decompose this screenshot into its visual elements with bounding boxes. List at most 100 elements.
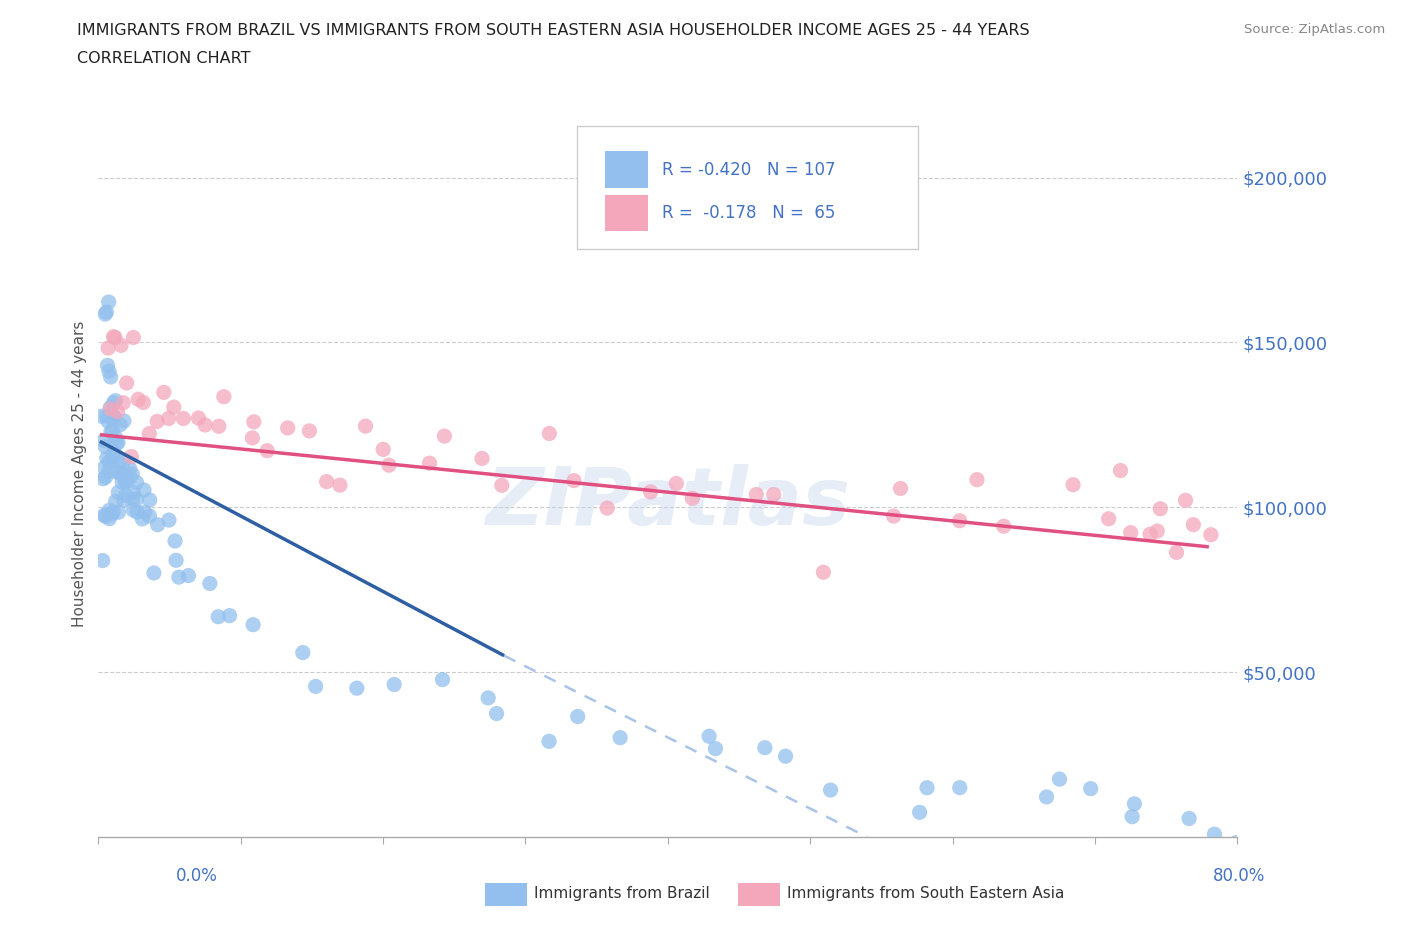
Point [108, 466, 131, 481]
Point [491, 478, 513, 493]
Point [127, 505, 149, 520]
Text: CORRELATION CHART: CORRELATION CHART [77, 51, 250, 66]
Point [142, 565, 165, 580]
Text: 80.0%: 80.0% [1213, 868, 1265, 885]
Point [122, 485, 145, 499]
Point [1049, 772, 1071, 787]
Point [94, 509, 117, 524]
Point [433, 429, 456, 444]
Point [100, 507, 122, 522]
Point [105, 436, 128, 451]
Point [1166, 545, 1188, 560]
Point [104, 330, 127, 345]
Point [471, 451, 494, 466]
Point [538, 426, 561, 441]
Point [432, 672, 454, 687]
Point [194, 418, 217, 432]
Text: IMMIGRANTS FROM BRAZIL VS IMMIGRANTS FROM SOUTH EASTERN ASIA HOUSEHOLDER INCOME : IMMIGRANTS FROM BRAZIL VS IMMIGRANTS FRO… [77, 23, 1031, 38]
Point [103, 329, 125, 344]
Point [93, 460, 115, 475]
Point [112, 455, 135, 470]
Point [111, 468, 134, 483]
Point [98, 503, 121, 518]
Point [115, 376, 138, 391]
Point [96, 305, 118, 320]
Point [1123, 796, 1146, 811]
Point [354, 418, 377, 433]
Point [118, 461, 141, 476]
Point [187, 410, 209, 425]
Point [94, 470, 117, 485]
Point [153, 385, 176, 400]
Point [291, 645, 314, 660]
Text: Immigrants from South Eastern Asia: Immigrants from South Eastern Asia [787, 886, 1064, 901]
Point [125, 492, 148, 507]
Text: Immigrants from Brazil: Immigrants from Brazil [534, 886, 710, 901]
Point [378, 458, 401, 472]
Point [477, 690, 499, 705]
Point [212, 390, 235, 405]
Point [101, 423, 124, 438]
Point [1174, 493, 1197, 508]
Point [775, 749, 797, 764]
Point [1121, 809, 1143, 824]
Point [915, 780, 938, 795]
Point [103, 410, 125, 425]
Point [346, 681, 368, 696]
Point [104, 494, 127, 509]
Point [177, 568, 200, 583]
Point [115, 474, 138, 489]
Point [110, 338, 132, 352]
Point [112, 493, 135, 508]
Point [883, 509, 905, 524]
Point [115, 471, 138, 485]
Text: R =  -0.178   N =  65: R = -0.178 N = 65 [662, 205, 835, 222]
Point [1182, 517, 1205, 532]
Point [107, 435, 129, 450]
Point [1225, 835, 1247, 850]
Text: Source: ZipAtlas.com: Source: ZipAtlas.com [1244, 23, 1385, 36]
Point [163, 534, 186, 549]
Point [1098, 512, 1121, 526]
Point [609, 730, 631, 745]
Point [207, 609, 229, 624]
Point [121, 467, 143, 482]
Point [114, 488, 136, 503]
Point [1080, 781, 1102, 796]
Point [101, 449, 124, 464]
Point [107, 454, 129, 469]
Point [157, 411, 180, 426]
Point [1109, 463, 1132, 478]
Point [745, 487, 768, 502]
Point [165, 552, 187, 567]
Point [373, 442, 395, 457]
Point [1139, 526, 1161, 541]
Point [103, 445, 125, 459]
Point [762, 487, 785, 502]
Point [704, 741, 727, 756]
Point [100, 369, 122, 384]
Point [98, 401, 121, 416]
Point [889, 481, 911, 496]
Point [277, 420, 299, 435]
Point [90, 409, 112, 424]
Point [754, 740, 776, 755]
Point [112, 395, 135, 410]
Point [97, 364, 120, 379]
Point [94, 439, 117, 454]
Point [101, 407, 124, 422]
Point [101, 412, 124, 427]
Point [966, 472, 988, 487]
Point [1146, 524, 1168, 538]
Point [329, 478, 352, 493]
Point [157, 512, 180, 527]
Point [131, 512, 153, 526]
Point [100, 402, 122, 417]
Point [1261, 533, 1284, 548]
Point [315, 474, 337, 489]
Point [111, 467, 134, 482]
Point [665, 476, 688, 491]
Point [115, 474, 138, 489]
FancyBboxPatch shape [605, 195, 648, 232]
Point [108, 418, 131, 432]
